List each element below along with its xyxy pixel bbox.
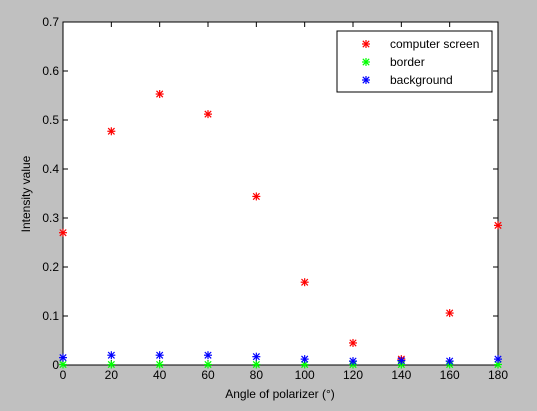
- legend-marker-border: [362, 58, 370, 66]
- data-point-computer-screen: [107, 127, 116, 136]
- legend-marker-background: [362, 76, 370, 84]
- data-point-background: [397, 356, 406, 365]
- data-point-computer-screen: [204, 110, 212, 119]
- data-point-border: [107, 360, 116, 369]
- data-point-computer-screen: [445, 309, 454, 318]
- data-point-background: [300, 355, 309, 364]
- data-point-computer-screen: [59, 228, 67, 237]
- x-tick-label: 40: [153, 368, 167, 382]
- data-markers: [59, 90, 502, 369]
- y-axis-label: Intensity value: [19, 155, 33, 232]
- x-tick-label: 80: [250, 368, 264, 382]
- y-tick-label: 0.5: [42, 113, 59, 127]
- data-point-background: [59, 353, 67, 362]
- legend-label-computer-screen: computer screen: [390, 37, 479, 51]
- x-tick-label: 120: [343, 368, 363, 382]
- y-tick-label: 0.7: [42, 15, 59, 29]
- data-point-background: [494, 355, 502, 364]
- data-point-border: [59, 360, 67, 369]
- y-tick-label: 0: [52, 358, 59, 372]
- data-point-background: [204, 351, 212, 360]
- data-point-border: [252, 360, 261, 369]
- data-point-background: [252, 352, 261, 361]
- x-tick-label: 180: [488, 368, 508, 382]
- axis-ticks: 0 20 40 60 80 100 120 140 160 180 0 0.1 0.2 0.3 0.4 0.5…: [42, 15, 508, 382]
- legend-label-border: border: [390, 55, 425, 69]
- data-point-background: [155, 351, 164, 360]
- data-point-computer-screen: [300, 278, 309, 287]
- data-point-border: [155, 360, 164, 369]
- x-axis-label: Angle of polarizer (°): [225, 387, 335, 401]
- x-tick-label: 100: [295, 368, 315, 382]
- x-tick-label: 60: [201, 368, 215, 382]
- data-point-border: [204, 360, 212, 369]
- data-point-background: [349, 357, 357, 366]
- y-tick-label: 0.2: [42, 260, 59, 274]
- data-point-background: [445, 357, 454, 366]
- legend-marker-computer-screen: [362, 40, 370, 48]
- data-point-background: [107, 351, 116, 360]
- data-point-border: [300, 360, 309, 369]
- y-tick-label: 0.4: [42, 162, 59, 176]
- y-tick-label: 0.1: [42, 309, 59, 323]
- data-point-computer-screen: [252, 192, 261, 201]
- data-point-computer-screen: [349, 338, 357, 347]
- data-point-computer-screen: [155, 90, 164, 99]
- legend: computer screen border background: [336, 30, 493, 93]
- x-tick-label: 20: [105, 368, 119, 382]
- legend-label-background: background: [390, 73, 453, 87]
- data-point-computer-screen: [494, 221, 502, 230]
- x-tick-label: 140: [391, 368, 411, 382]
- y-tick-label: 0.3: [42, 211, 59, 225]
- x-tick-label: 0: [60, 368, 67, 382]
- y-tick-label: 0.6: [42, 64, 59, 78]
- x-tick-label: 160: [440, 368, 460, 382]
